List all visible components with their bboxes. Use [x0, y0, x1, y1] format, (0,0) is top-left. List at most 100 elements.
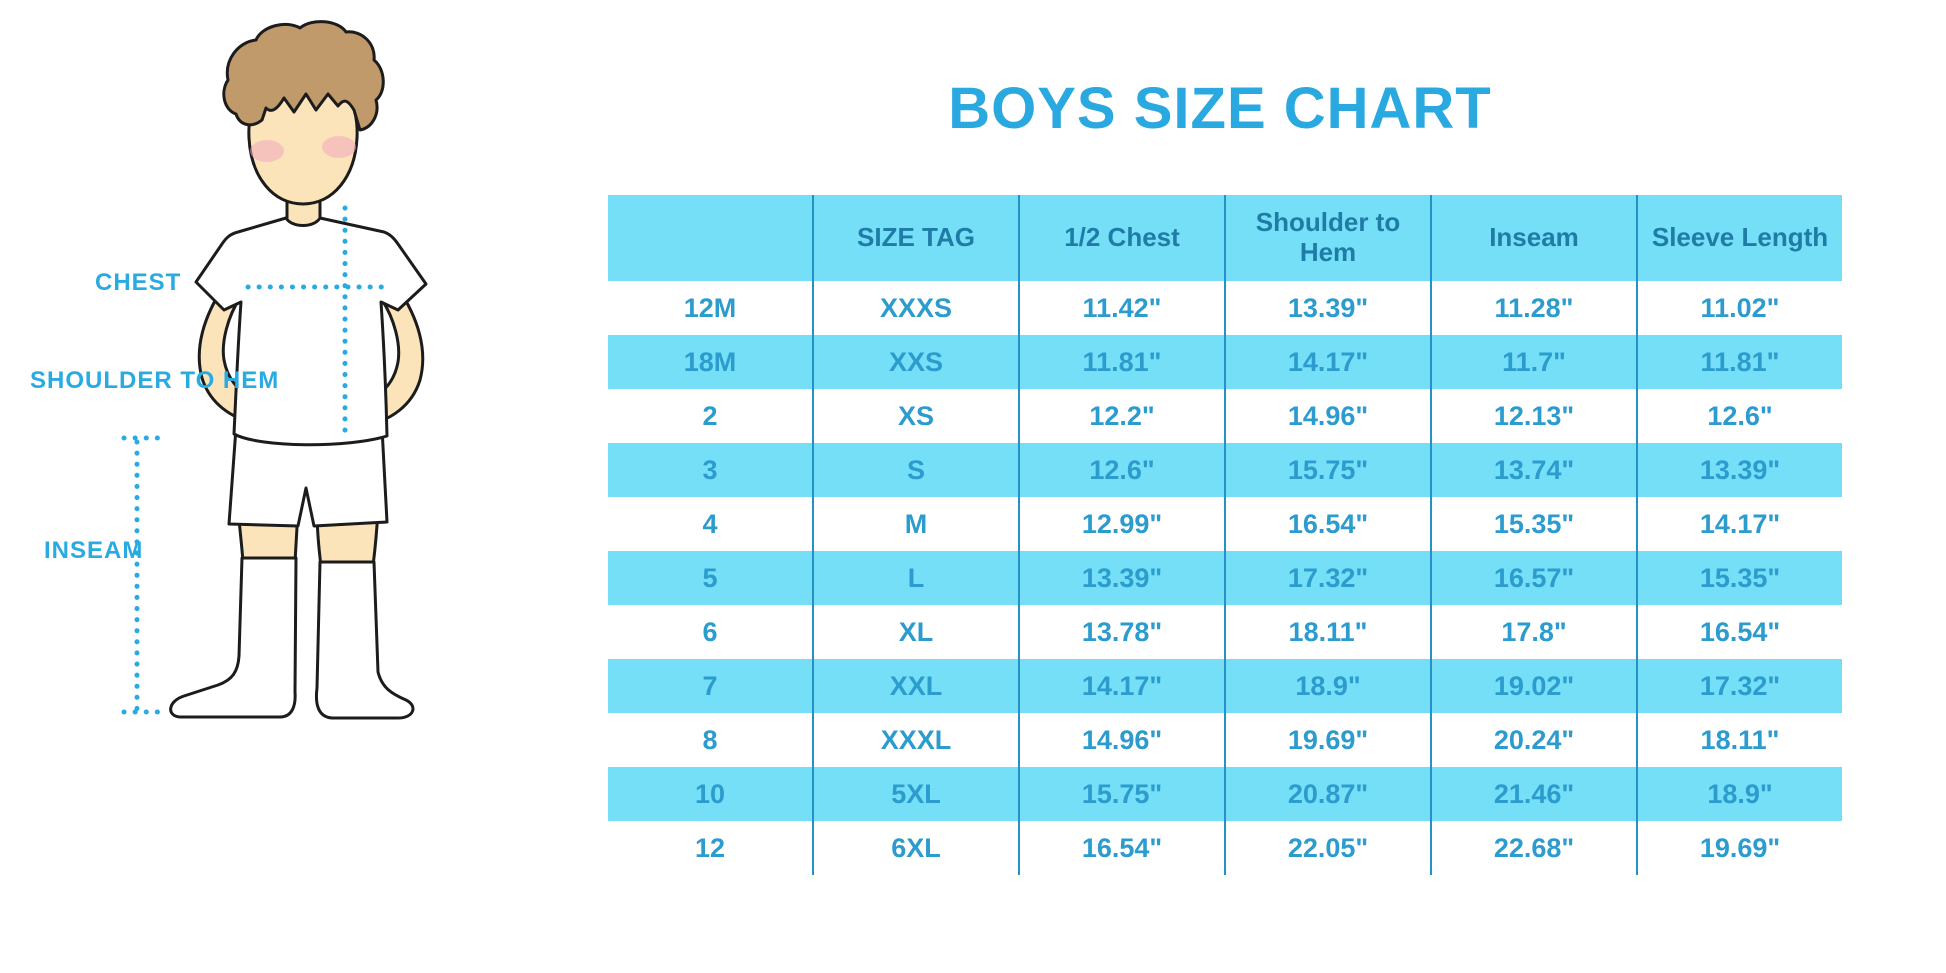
size-cell: 10 [694, 778, 726, 809]
measurement-cell: M [812, 497, 1019, 551]
size-table-header: SIZE TAG 1/2 Chest Shoulder to Hem Inseam Sl… [608, 195, 1842, 281]
measurement-cell: 16.54" [1636, 605, 1842, 659]
table-row-size-5: 5 L 13.39" 17.32" 16.57" 15.35" [608, 551, 1842, 605]
boy-blush-left [250, 140, 284, 162]
table-row-size-7: 7 XXL 14.17" 18.9" 19.02" 17.32" [608, 659, 1842, 713]
measurement-cell: XXL [812, 659, 1019, 713]
measurement-cell: 14.96" [1018, 713, 1225, 767]
boy-tshirt [194, 216, 428, 447]
measurement-cell: XXS [812, 335, 1019, 389]
measurement-cell: 18.9" [1636, 767, 1842, 821]
measurement-cell: S [812, 443, 1019, 497]
measurement-cell: 18.11" [1224, 605, 1431, 659]
measurement-cell: 17.32" [1636, 659, 1842, 713]
measurement-cell: 12.13" [1430, 389, 1637, 443]
header-cell-1-2-chest: 1/2 Chest [1018, 195, 1225, 281]
measurement-cell: 12.6" [1636, 389, 1842, 443]
measurement-cell: 11.81" [1018, 335, 1225, 389]
measurement-cell: 15.35" [1636, 551, 1842, 605]
measurement-diagram: CHEST SHOULDER TO HEM INSEAM [0, 0, 540, 973]
measurement-cell: 13.74" [1430, 443, 1637, 497]
measurement-cell: 13.39" [1636, 443, 1842, 497]
measurement-cell: XXXS [812, 281, 1019, 335]
measurement-cell: 15.75" [1224, 443, 1431, 497]
measurement-cell: 20.87" [1224, 767, 1431, 821]
measurement-cell: 12.99" [1018, 497, 1225, 551]
measurement-cell: 13.39" [1018, 551, 1225, 605]
measurement-cell: 16.54" [1224, 497, 1431, 551]
boy-figure-illustration [121, 20, 428, 720]
measurement-cell: 13.39" [1224, 281, 1431, 335]
measurement-cell: L [812, 551, 1019, 605]
boy-blush-right [322, 136, 356, 158]
measurement-cell: 16.57" [1430, 551, 1637, 605]
size-cell: 5 [702, 562, 718, 593]
measurement-cell: 14.17" [1018, 659, 1225, 713]
measurement-cell: 15.75" [1018, 767, 1225, 821]
header-cell-inseam: Inseam [1430, 195, 1637, 281]
header-row: SIZE TAG 1/2 Chest Shoulder to Hem Inseam Sl… [608, 195, 1842, 281]
size-cell: 2 [702, 400, 718, 431]
size-cell: 4 [702, 508, 718, 539]
size-cell: 3 [702, 454, 718, 485]
boy-sock-left [169, 556, 298, 719]
size-cell: 18M [683, 346, 737, 377]
inseam-label: INSEAM [44, 537, 144, 564]
measurement-cell: 22.68" [1430, 821, 1637, 875]
table-row-size-8: 8 XXXL 14.96" 19.69" 20.24" 18.11" [608, 713, 1842, 767]
measurement-cell: 15.35" [1430, 497, 1637, 551]
boy-sock-right [314, 560, 415, 720]
table-row-size-6: 6 XL 13.78" 18.11" 17.8" 16.54" [608, 605, 1842, 659]
measurement-cell: 17.32" [1224, 551, 1431, 605]
measurement-cell: 12.6" [1018, 443, 1225, 497]
size-table: SIZE TAG 1/2 Chest Shoulder to Hem Inseam Sl… [608, 195, 1842, 875]
shoulder-to-hem-label: SHOULDER TO HEM [30, 367, 280, 394]
page-title: BOYS SIZE CHART [948, 75, 1492, 141]
measurement-cell: 11.02" [1636, 281, 1842, 335]
table-row-size-4: 4 M 12.99" 16.54" 15.35" 14.17" [608, 497, 1842, 551]
table-row-size-12m: 12M XXXS 11.42" 13.39" 11.28" 11.02" [608, 281, 1842, 335]
header-cell-sleeve-length: Sleeve Length [1636, 195, 1842, 281]
measurement-cell: 14.17" [1636, 497, 1842, 551]
table-row-size-12: 12 6XL 16.54" 22.05" 22.68" 19.69" [608, 821, 1842, 875]
measurement-cell: 5XL [812, 767, 1019, 821]
measurement-cell: 12.2" [1018, 389, 1225, 443]
measurement-cell: 19.02" [1430, 659, 1637, 713]
table-row-size-3: 3 S 12.6" 15.75" 13.74" 13.39" [608, 443, 1842, 497]
measurement-cell: 11.7" [1430, 335, 1637, 389]
header-cell-size-tag: SIZE TAG [812, 195, 1019, 281]
measurement-cell: 21.46" [1430, 767, 1637, 821]
size-cell: 7 [702, 670, 718, 701]
measurement-cell: XL [812, 605, 1019, 659]
measurement-cell: 18.9" [1224, 659, 1431, 713]
header-cell-blank [608, 195, 813, 281]
measurement-cell: 18.11" [1636, 713, 1842, 767]
measurement-cell: 11.81" [1636, 335, 1842, 389]
measurement-cell: 19.69" [1224, 713, 1431, 767]
size-cell: 6 [702, 616, 718, 647]
measurement-cell: 13.78" [1018, 605, 1225, 659]
header-cell-shoulder-to-hem: Shoulder to Hem [1224, 195, 1431, 281]
table-row-size-18m: 18M XXS 11.81" 14.17" 11.7" 11.81" [608, 335, 1842, 389]
size-table-body: 12M XXXS 11.42" 13.39" 11.28" 11.02" 18M XXS 11.… [608, 281, 1842, 875]
measurement-cell: 20.24" [1430, 713, 1637, 767]
measurement-cell: 19.69" [1636, 821, 1842, 875]
boy-hair [222, 20, 385, 132]
measurement-cell: 11.28" [1430, 281, 1637, 335]
table-row-size-2: 2 XS 12.2" 14.96" 12.13" 12.6" [608, 389, 1842, 443]
measurement-cell: XS [812, 389, 1019, 443]
measurement-cell: 16.54" [1018, 821, 1225, 875]
measurement-cell: 6XL [812, 821, 1019, 875]
measurement-cell: 22.05" [1224, 821, 1431, 875]
size-cell: 8 [702, 724, 718, 755]
size-cell: 12 [694, 832, 726, 863]
chest-label: CHEST [95, 269, 182, 296]
table-row-size-10: 10 5XL 15.75" 20.87" 21.46" 18.9" [608, 767, 1842, 821]
size-cell: 12M [683, 292, 737, 323]
measurement-cell: 14.17" [1224, 335, 1431, 389]
measurement-cell: XXXL [812, 713, 1019, 767]
measurement-cell: 17.8" [1430, 605, 1637, 659]
measurement-cell: 14.96" [1224, 389, 1431, 443]
boy-shorts [227, 426, 389, 528]
measurement-cell: 11.42" [1018, 281, 1225, 335]
